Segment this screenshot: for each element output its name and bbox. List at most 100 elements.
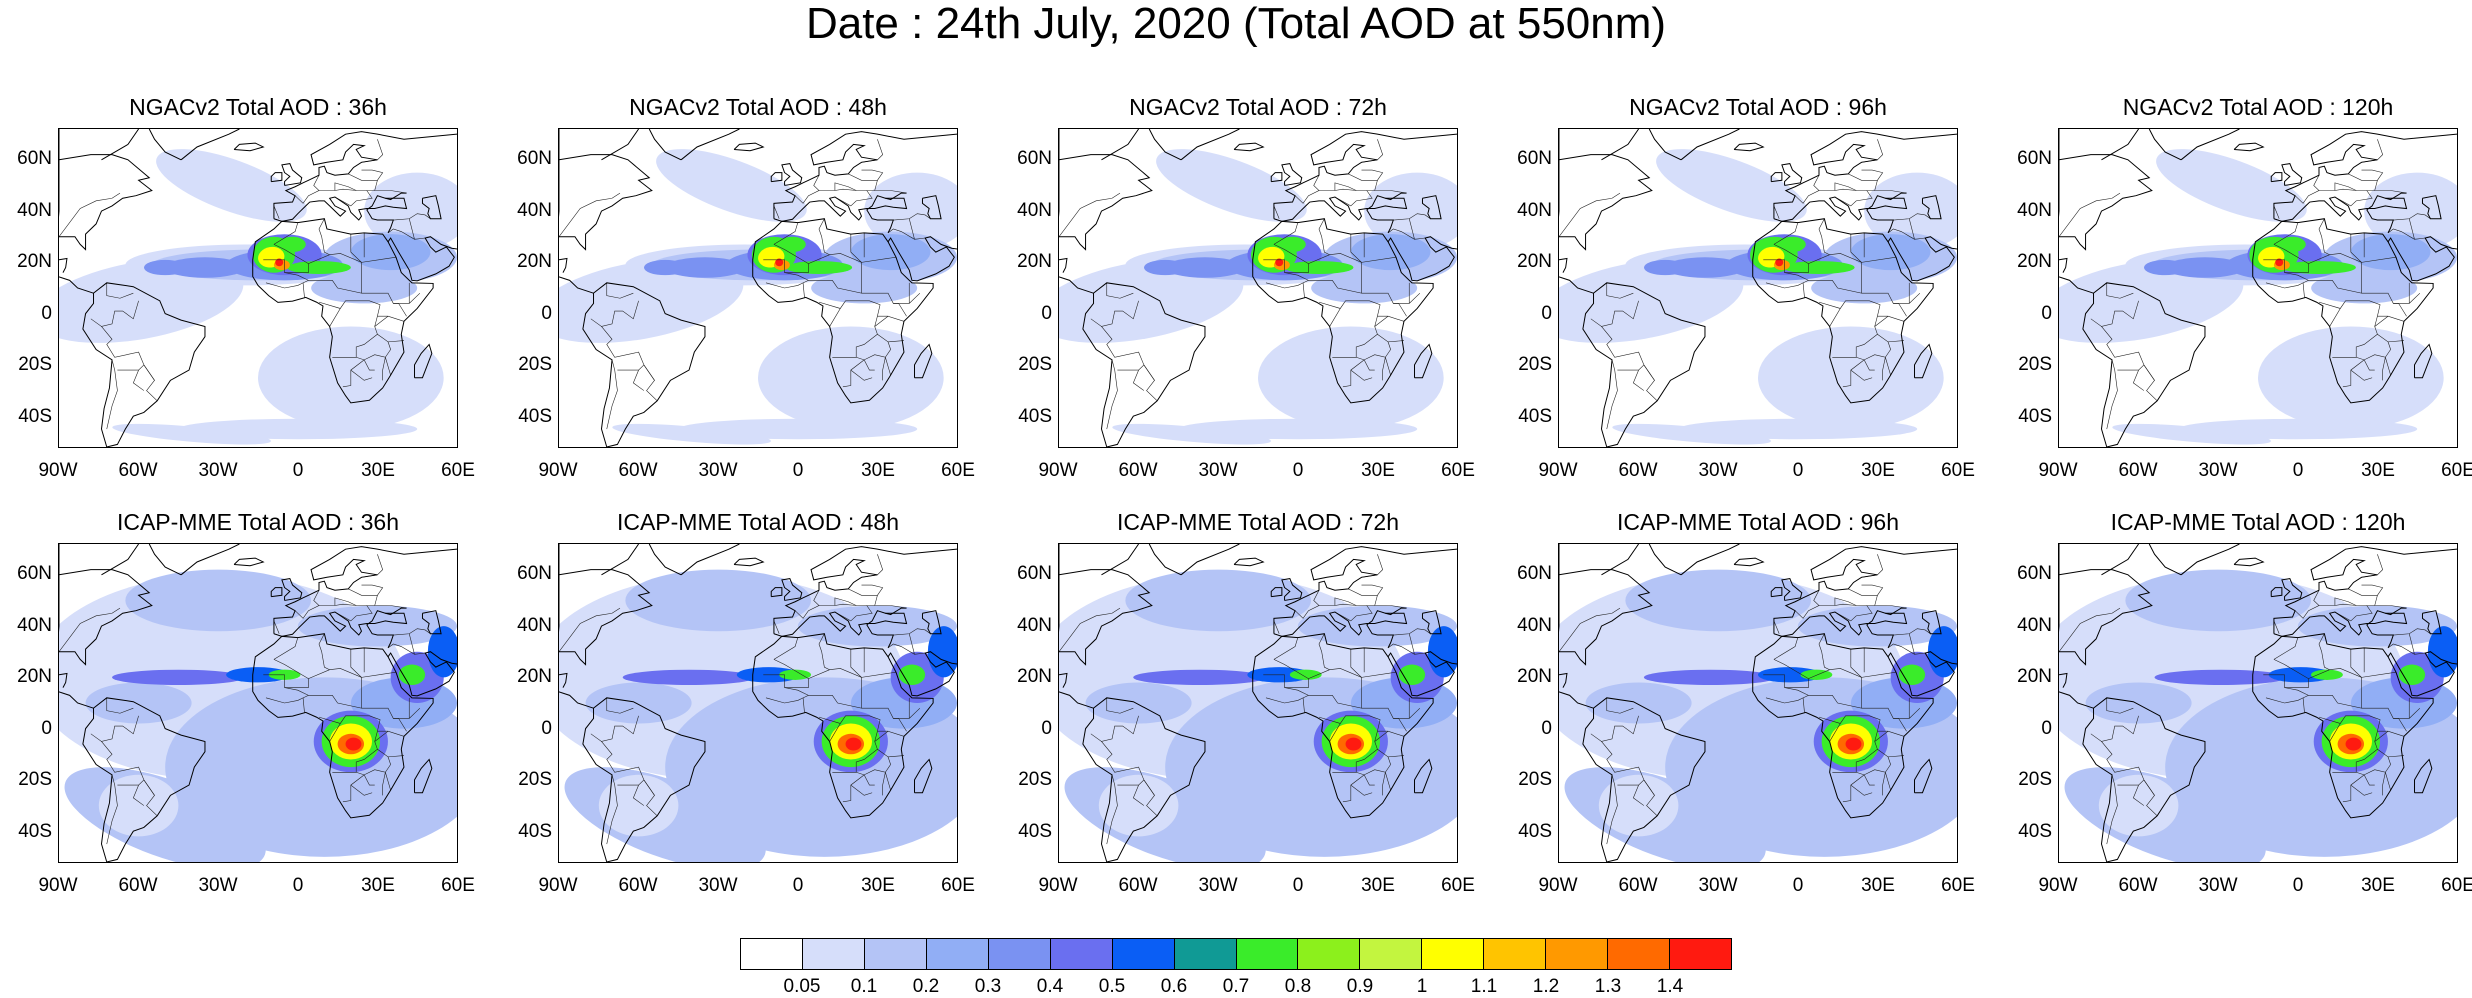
latitude-tick-label: 40N — [1517, 614, 1552, 636]
aod-plume — [1133, 669, 1266, 686]
coastline — [773, 195, 908, 222]
country-border — [1601, 741, 1658, 817]
country-border — [374, 315, 389, 327]
coastline — [752, 218, 934, 404]
latitude-tick-label: 60N — [517, 147, 552, 169]
longitude-tick-label: 0 — [1292, 875, 1304, 896]
country-border — [1850, 649, 1862, 678]
coastline — [2281, 578, 2303, 601]
panel-title: NGACv2 Total AOD : 120h — [2122, 94, 2394, 120]
latitude-tick-label: 20S — [18, 769, 52, 791]
coastline — [601, 129, 640, 161]
aod-plume — [1125, 569, 1312, 632]
colorbar-label: 0.8 — [1284, 976, 1312, 997]
colorbar-label: 0.5 — [1098, 976, 1126, 997]
country-border — [606, 282, 634, 299]
country-border — [2408, 633, 2415, 655]
coastline — [1414, 758, 1433, 794]
latitude-tick-label: 40S — [518, 406, 552, 428]
coastline — [101, 544, 140, 576]
country-border — [273, 205, 280, 219]
country-border — [617, 779, 645, 786]
country-border — [1143, 779, 1155, 796]
aod-plume — [656, 149, 807, 222]
country-border — [874, 190, 907, 194]
longitude-tick-label: 60E — [1441, 875, 1475, 896]
coastline — [2059, 672, 2068, 688]
colorbar-swatch — [1174, 939, 1237, 969]
country-border — [334, 605, 373, 622]
country-border — [559, 607, 621, 652]
coastline — [559, 544, 594, 709]
country-border — [1842, 774, 1865, 803]
longitude-tick-label: 60E — [941, 460, 975, 481]
longitude-tick-label: 30W — [2198, 460, 2238, 481]
coastline — [2252, 633, 2434, 819]
latitude-tick-label: 20S — [1018, 354, 1052, 376]
longitude-tick-label: 0 — [792, 460, 804, 481]
country-border — [773, 620, 780, 634]
country-border — [606, 697, 634, 714]
country-border — [1802, 697, 1805, 713]
longitude-tick-label: 60W — [1118, 460, 1158, 481]
country-border — [1374, 315, 1389, 327]
country-border — [590, 715, 639, 742]
aod-map — [58, 543, 458, 863]
aod-plume — [1656, 149, 1807, 222]
country-border — [1329, 308, 1341, 327]
country-border — [101, 326, 158, 402]
country-border — [265, 695, 309, 704]
coastline — [914, 343, 933, 379]
coastline — [680, 129, 740, 161]
colorbar-label: 0.3 — [974, 976, 1002, 997]
coastline — [1273, 195, 1408, 222]
country-border — [361, 169, 384, 181]
aod-map — [1058, 543, 1458, 863]
coastline — [1770, 587, 1783, 598]
country-border — [318, 300, 381, 358]
country-border — [1342, 774, 1365, 803]
aod-plume — [2398, 664, 2426, 686]
country-border — [1861, 169, 1884, 181]
coastline — [421, 610, 442, 635]
latitude-tick-label: 20S — [1518, 354, 1552, 376]
country-border — [2265, 280, 2309, 289]
coastline — [885, 607, 907, 616]
coastline — [2233, 557, 2265, 567]
aod-plume — [785, 261, 853, 274]
coastline — [781, 578, 803, 601]
country-border — [1294, 590, 1320, 619]
country-border — [1773, 637, 1799, 660]
coastline — [1601, 544, 1640, 576]
coastline — [1101, 129, 1140, 161]
aod-plume — [1845, 737, 1862, 751]
coastline — [1059, 154, 1153, 251]
latitude-tick-label: 40N — [2017, 199, 2052, 221]
aod-plume — [1345, 737, 1362, 751]
latitude-tick-label: 20S — [518, 769, 552, 791]
coastline — [733, 557, 765, 567]
coastline — [559, 129, 594, 294]
coastline — [1648, 129, 1682, 161]
country-border — [1861, 707, 1921, 719]
country-border — [2342, 359, 2365, 388]
latitude-tick-label: 20S — [1518, 769, 1552, 791]
panel-title: NGACv2 Total AOD : 72h — [1129, 94, 1387, 120]
country-border — [877, 730, 905, 737]
latitude-tick-label: 20S — [1018, 769, 1052, 791]
coastline — [2414, 758, 2433, 794]
country-border — [1350, 784, 1373, 796]
panel-title: ICAP-MME Total AOD : 48h — [616, 509, 900, 535]
country-border — [2334, 182, 2357, 191]
country-border — [802, 697, 805, 713]
latitude-tick-label: 60N — [1017, 562, 1052, 584]
aod-plume — [1284, 261, 1354, 274]
latitude-tick-label: 60N — [1517, 147, 1552, 169]
coastline — [2270, 587, 2283, 598]
country-border — [1874, 730, 1889, 742]
coastline — [2273, 546, 2457, 634]
country-border — [2273, 620, 2280, 634]
country-border — [356, 354, 386, 381]
colorbar-swatch — [1422, 939, 1485, 969]
coastline — [2101, 544, 2140, 576]
